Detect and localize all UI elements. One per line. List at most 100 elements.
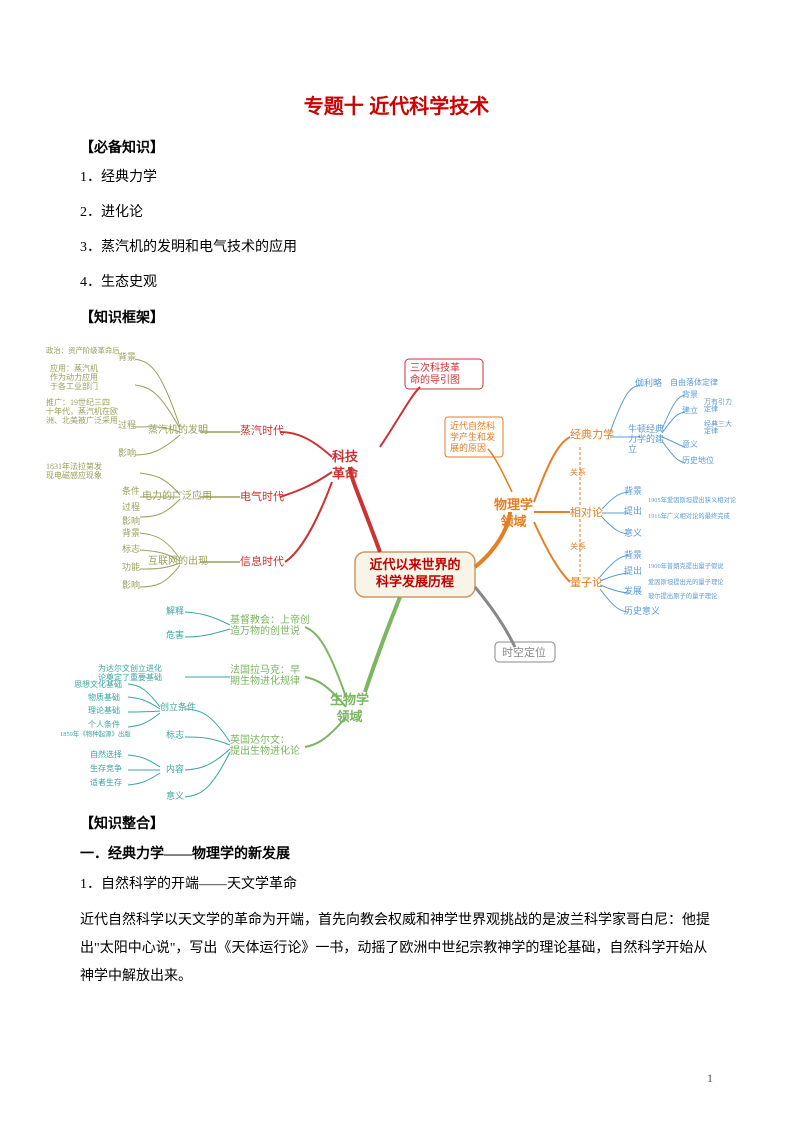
mm-qplanck: 1900年普朗克提出量子假说 — [648, 563, 724, 570]
mm-bco1: 生存竞争 — [90, 765, 122, 774]
mm-lamarck: 法国拉马克：早 期生物进化规律 — [230, 665, 300, 687]
mm-bco2: 适者生存 — [90, 779, 122, 788]
mm-bio: 生物学 领域 — [330, 692, 369, 726]
mm-steam-app: 应用：蒸汽机 作为动力应用 于各工业部门 — [50, 365, 98, 391]
mm-elec-i0: 条件 — [122, 487, 140, 497]
mm-steam-i3: 影响 — [118, 449, 136, 459]
mindmap-diagram: 近代以来世界的 科学发展历程 科技 革命 物理学 领域 生物学 领域 时空定位 … — [80, 337, 713, 807]
mm-bio-l2: 领域 — [337, 709, 363, 724]
mm-bd0: 创立条件 — [160, 703, 196, 713]
mm-net-i1: 标志 — [122, 545, 140, 555]
page-title: 专题十 近代科学技术 — [80, 90, 713, 119]
mm-info-era: 信息时代 — [240, 556, 284, 568]
mm-elec-1831-l2: 现电磁感应现象 — [46, 471, 102, 480]
mm-qi1: 提出 — [624, 567, 642, 577]
mm-phybox: 近代自然科 学产生和发 展的原因 — [450, 421, 495, 453]
mm-rel-label1: 关系 — [570, 469, 586, 478]
mm-center-l1: 近代以来世界的 — [369, 557, 460, 572]
mm-qbohr: 玻尔提出原子的量子理论 — [648, 593, 717, 600]
mm-rel: 相对论 — [570, 507, 603, 519]
mm-steam-i0: 背景 — [118, 353, 136, 363]
mm-steam-app-l2: 作为动力应用 — [50, 373, 98, 382]
mm-bd3: 意义 — [166, 792, 184, 802]
mm-church-l1: 基督教会：上帝创 — [230, 615, 310, 626]
mm-time: 时空定位 — [502, 647, 546, 659]
mm-steam-spread-l3: 洲、北美被广泛采用 — [46, 416, 118, 425]
mm-r1905: 1905年爱因斯坦提出狭义相对论 — [648, 497, 736, 504]
mm-church: 基督教会：上帝创 造万物的创世说 — [230, 615, 310, 637]
mm-sci: 科技 革命 — [332, 449, 358, 483]
mm-elec-i2: 影响 — [122, 517, 140, 527]
mm-phy: 物理学 领域 — [494, 497, 533, 531]
req-item-3: 3．蒸汽机的发明和电气技术的应用 — [80, 237, 713, 258]
mm-bio-l1: 生物学 — [330, 692, 369, 707]
mm-elec-1831-l1: 1831年法拉第发 — [46, 462, 102, 471]
mm-steam-spread-l2: 十年代，蒸汽机在欧 — [46, 407, 118, 416]
mm-ci0: 背景 — [682, 391, 698, 400]
mm-phybox-l1: 近代自然科 — [450, 421, 495, 431]
mm-steam-spread: 推广：19世纪三四 十年代，蒸汽机在欧 洲、北美被广泛采用 — [46, 399, 118, 425]
mm-galileo: 伽利略 — [635, 379, 662, 389]
integration-para: 近代自然科学以天文学的革命为开端，首先向教会权威和神学世界观挑战的是波兰科学家哥… — [80, 907, 713, 991]
mm-ci3: 历史地位 — [682, 457, 714, 466]
mm-ri0: 背景 — [624, 487, 642, 497]
req-item-1: 1．经典力学 — [80, 167, 713, 188]
mm-qein: 爱因斯坦提出光的量子理论 — [648, 579, 724, 586]
mm-bd1: 标志 — [166, 731, 184, 741]
mm-qi0: 背景 — [624, 551, 642, 561]
mm-bd2: 内容 — [166, 765, 184, 775]
mm-center: 近代以来世界的 科学发展历程 — [362, 557, 468, 591]
mm-bl1: 危害 — [166, 631, 184, 641]
mm-steam-era: 蒸汽时代 — [240, 425, 284, 437]
mm-qi2: 发展 — [624, 587, 642, 597]
mm-topbox-l2: 命的导引图 — [410, 375, 460, 386]
mm-phybox-l2: 学产生和发 — [450, 432, 495, 442]
mm-center-l2: 科学发展历程 — [376, 574, 454, 589]
mm-ci2: 意义 — [682, 441, 698, 450]
section-integration: 【知识整合】 — [80, 813, 713, 833]
mm-steam-i1: 过程 — [118, 421, 136, 431]
mm-net-i2: 功能 — [122, 563, 140, 573]
section-framework: 【知识框架】 — [80, 307, 713, 327]
mm-lamarck-l1: 法国拉马克：早 — [230, 665, 300, 676]
mm-bco0: 自然选择 — [90, 751, 122, 760]
mm-elec-i1: 过程 — [122, 503, 140, 513]
mm-phy-l2: 领域 — [501, 514, 527, 529]
mm-elec-era: 电气时代 — [240, 491, 284, 503]
mm-ci1: 建立 — [682, 407, 698, 416]
mm-sci-l1: 科技 — [332, 449, 358, 464]
mm-church-l2: 造万物的创世说 — [230, 626, 300, 637]
mm-ni0: 万有引力定律 — [704, 399, 736, 414]
section-required-knowledge: 【必备知识】 — [80, 137, 713, 157]
page-number: 1 — [707, 1071, 713, 1086]
mm-bc2: 理论基础 — [88, 707, 120, 716]
req-item-2: 2．进化论 — [80, 202, 713, 223]
mm-sci-l2: 革命 — [332, 466, 358, 481]
mm-bc3: 个人条件 — [88, 721, 120, 730]
mm-r1916: 1916年广义相对论的最终完成 — [648, 513, 730, 520]
mm-elec-1831: 1831年法拉第发 现电磁感应现象 — [46, 463, 102, 481]
mm-steam-app-l3: 于各工业部门 — [50, 382, 98, 391]
mm-phybox-l3: 展的原因 — [450, 443, 486, 453]
mm-bc0: 思想文化基础 — [74, 681, 122, 690]
mm-steam-app-l1: 应用：蒸汽机 — [50, 364, 98, 373]
mm-elec-use: 电力的广泛应用 — [142, 491, 212, 502]
mm-galileo-r: 自由落体定律 — [670, 379, 718, 388]
mm-bc1: 物质基础 — [88, 694, 120, 703]
mm-phy-l1: 物理学 — [494, 497, 533, 512]
mm-classic: 经典力学 — [570, 429, 614, 441]
mm-steam-bg: 政治：资产阶级革命后 — [46, 347, 120, 355]
mm-topbox: 三次科技革 命的导引图 — [410, 363, 460, 387]
req-item-4: 4．生态史观 — [80, 272, 713, 293]
mm-rel-label2: 关系 — [570, 543, 586, 552]
mm-ri1: 提出 — [624, 507, 642, 517]
mm-topbox-l1: 三次科技革 — [410, 363, 460, 374]
mm-b1859: 1859年《物种起源》出版 — [60, 731, 131, 738]
mm-net-i0: 背景 — [122, 529, 140, 539]
mm-ni1: 经典三大定律 — [704, 421, 736, 436]
mm-darwin: 英国达尔文： 提出生物进化论 — [230, 735, 300, 757]
mm-bl0: 解释 — [166, 607, 184, 617]
mm-darwin-l1: 英国达尔文： — [230, 735, 290, 746]
mm-ri2: 意义 — [624, 529, 642, 539]
mm-lamarck-note-l1: 为达尔文创立进化 — [98, 664, 162, 673]
